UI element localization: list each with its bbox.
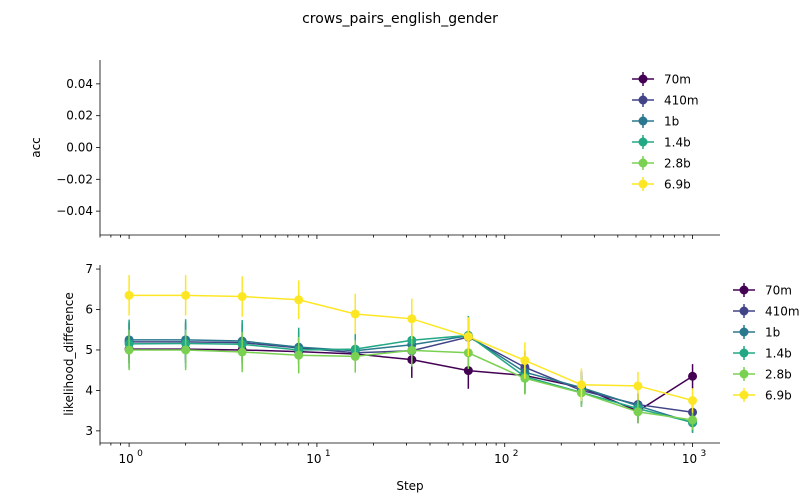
series-1b bbox=[124, 316, 698, 433]
y-tick-label: 0.04 bbox=[66, 77, 93, 91]
y-tick-label: 0.02 bbox=[66, 109, 93, 123]
legend-item-2.8b: 2.8b bbox=[632, 156, 691, 171]
legend-label: 1b bbox=[664, 115, 679, 129]
x-tick-label: 10 bbox=[118, 452, 133, 466]
legend-marker bbox=[739, 390, 749, 400]
legend-item-410m: 410m bbox=[632, 93, 699, 108]
legend-marker bbox=[739, 327, 749, 337]
legend-label: 410m bbox=[765, 305, 800, 319]
data-point bbox=[237, 347, 247, 357]
x-tick-label: 10 bbox=[306, 452, 321, 466]
y-tick-label: 7 bbox=[85, 262, 93, 276]
legend-marker bbox=[638, 74, 648, 84]
y-tick-label: 3 bbox=[85, 424, 93, 438]
y-tick-label: 6 bbox=[85, 303, 93, 317]
legend-item-1.4b: 1.4b bbox=[632, 135, 691, 150]
legend: 70m 410m 1b 1.4b 2.8b 6.9b bbox=[733, 283, 800, 403]
legend-marker bbox=[739, 306, 749, 316]
y-tick-label: 0.00 bbox=[66, 141, 93, 155]
legend-item-1b: 1b bbox=[733, 325, 780, 340]
legend-marker bbox=[739, 369, 749, 379]
legend-label: 2.8b bbox=[664, 157, 691, 171]
data-point bbox=[463, 332, 473, 342]
x-tick-label-exponent: 2 bbox=[513, 449, 519, 459]
y-tick-label: −0.02 bbox=[56, 172, 93, 186]
data-point bbox=[181, 290, 191, 300]
data-point bbox=[350, 309, 360, 319]
legend-item-2.8b: 2.8b bbox=[733, 367, 792, 382]
legend-label: 1.4b bbox=[765, 347, 792, 361]
x-tick-label-exponent: 3 bbox=[701, 449, 707, 459]
data-point bbox=[688, 396, 698, 406]
data-point bbox=[633, 381, 643, 391]
data-point bbox=[181, 345, 191, 355]
y-tick-label: −0.04 bbox=[56, 204, 93, 218]
legend-marker bbox=[739, 285, 749, 295]
legend-item-1.4b: 1.4b bbox=[733, 346, 792, 361]
x-tick-label-exponent: 0 bbox=[137, 449, 143, 459]
legend-marker bbox=[638, 95, 648, 105]
data-point bbox=[688, 371, 698, 381]
data-point bbox=[463, 366, 473, 376]
y-axis-title: likelihood_difference bbox=[62, 292, 76, 415]
x-axis-title: Step bbox=[396, 479, 423, 493]
figure-title: crows_pairs_english_gender bbox=[302, 11, 498, 27]
legend-label: 2.8b bbox=[765, 368, 792, 382]
x-tick-label: 10 bbox=[494, 452, 509, 466]
data-point bbox=[407, 314, 417, 324]
top-panel-acc: 0.04 0.02 0.00 −0.02 −0.04 acc 70m 410m 1b 1.4b 2.… bbox=[29, 60, 720, 239]
legend-label: 410m bbox=[664, 94, 699, 108]
data-point bbox=[520, 355, 530, 365]
legend-label: 6.9b bbox=[765, 389, 792, 403]
legend-item-6.9b: 6.9b bbox=[632, 177, 691, 192]
x-tick-label-exponent: 1 bbox=[325, 449, 331, 459]
legend-label: 70m bbox=[664, 73, 691, 87]
data-point bbox=[237, 292, 247, 302]
legend-item-70m: 70m bbox=[733, 283, 792, 298]
y-tick-label: 5 bbox=[85, 343, 93, 357]
legend-label: 1b bbox=[765, 326, 780, 340]
series-1.4b bbox=[124, 315, 698, 433]
legend-label: 6.9b bbox=[664, 178, 691, 192]
series-6.9b bbox=[124, 275, 698, 413]
data-point bbox=[294, 295, 304, 305]
legend-item-1b: 1b bbox=[632, 114, 679, 129]
legend-marker bbox=[638, 179, 648, 189]
bottom-panel-likelihood-difference: 7 6 5 4 3 10 0 10 1 10 2 10 3 likelihood_difference St… bbox=[62, 262, 800, 493]
data-point bbox=[576, 380, 586, 390]
data-point bbox=[688, 415, 698, 425]
legend-marker bbox=[739, 348, 749, 358]
data-point bbox=[294, 350, 304, 360]
legend-item-6.9b: 6.9b bbox=[733, 388, 792, 403]
x-tick-label: 10 bbox=[682, 452, 697, 466]
legend-marker bbox=[638, 137, 648, 147]
data-point bbox=[407, 345, 417, 355]
data-point bbox=[350, 351, 360, 361]
legend-label: 70m bbox=[765, 284, 792, 298]
data-point bbox=[124, 345, 134, 355]
series-410m bbox=[124, 317, 698, 423]
legend-item-410m: 410m bbox=[733, 304, 800, 319]
legend: 70m 410m 1b 1.4b 2.8b 6.9b bbox=[632, 72, 699, 192]
legend-label: 1.4b bbox=[664, 136, 691, 150]
legend-marker bbox=[638, 158, 648, 168]
legend-item-70m: 70m bbox=[632, 72, 691, 87]
y-axis-title: acc bbox=[29, 137, 43, 158]
data-point bbox=[633, 407, 643, 417]
y-tick-label: 4 bbox=[85, 383, 93, 397]
data-point bbox=[124, 290, 134, 300]
legend-marker bbox=[638, 116, 648, 126]
